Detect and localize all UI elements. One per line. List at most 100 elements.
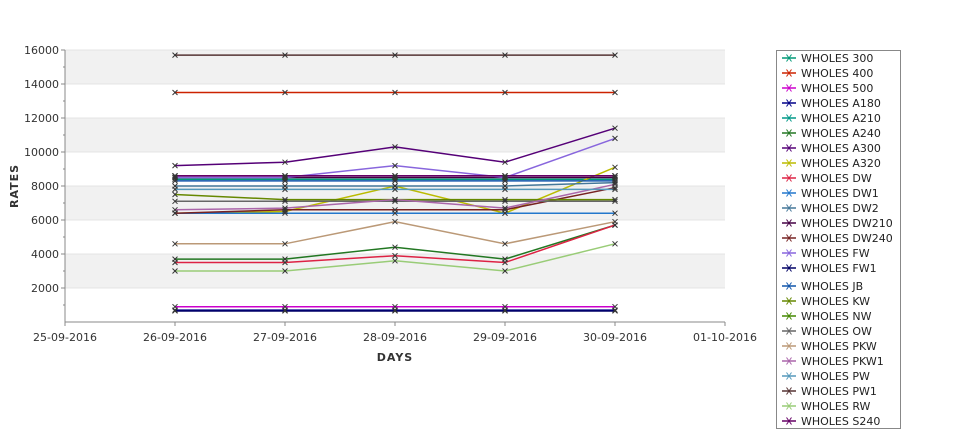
- data-point: [612, 186, 618, 193]
- data-point: [612, 308, 618, 314]
- data-point: [282, 52, 288, 58]
- data-point: [172, 240, 178, 247]
- data-point: [172, 178, 178, 184]
- legend-item: WHOLES A300: [782, 142, 881, 155]
- data-point: [282, 89, 288, 96]
- y-tick-label: 6000: [31, 214, 59, 227]
- data-point: [282, 206, 288, 213]
- legend-item: WHOLES DW240: [782, 232, 893, 245]
- data-point: [502, 196, 508, 203]
- legend-item: WHOLES FW: [782, 247, 870, 260]
- x-tick-label: 30-09-2016: [583, 331, 647, 344]
- data-point: [612, 210, 618, 217]
- legend: WHOLES 300 WHOLES 400 WHOLES 500 WHOLES A18…: [776, 50, 901, 429]
- y-tick-label: 4000: [31, 248, 59, 261]
- data-point: [172, 186, 178, 193]
- data-point: [392, 252, 398, 259]
- data-point: [502, 259, 508, 266]
- data-point: [392, 257, 398, 264]
- data-point: [502, 172, 508, 179]
- legend-item: WHOLES OW: [782, 325, 872, 338]
- legend-label: WHOLES 300: [801, 52, 873, 65]
- legend-label: WHOLES PW: [801, 370, 870, 383]
- data-point: [172, 172, 178, 179]
- data-point: [612, 52, 618, 58]
- x-tick-label: 01-10-2016: [693, 331, 757, 344]
- legend-label: WHOLES A210: [801, 112, 881, 125]
- data-point: [502, 186, 508, 193]
- plot-band: [65, 220, 725, 254]
- legend-label: WHOLES DW2: [801, 202, 879, 215]
- legend-label: WHOLES DW240: [801, 232, 893, 245]
- data-point: [392, 186, 398, 193]
- data-point: [392, 196, 398, 203]
- data-point: [392, 89, 398, 96]
- legend-item: WHOLES JB: [782, 280, 863, 293]
- data-point: [612, 89, 618, 96]
- legend-item: WHOLES KW: [782, 295, 870, 308]
- data-point: [612, 196, 618, 203]
- y-tick-label: 12000: [24, 112, 59, 125]
- data-point: [612, 181, 618, 188]
- y-tick-label: 16000: [24, 44, 59, 57]
- x-axis-title: DAYS: [377, 351, 413, 364]
- legend-label: WHOLES PW1: [801, 385, 877, 398]
- data-point: [392, 206, 398, 213]
- legend-item: WHOLES NW: [782, 310, 872, 323]
- data-point: [612, 179, 618, 186]
- y-axis-title: RATES: [8, 164, 21, 208]
- legend-label: WHOLES PKW1: [801, 355, 884, 368]
- legend-item: WHOLES PKW1: [782, 355, 884, 368]
- plot-band: [65, 288, 725, 322]
- data-point: [502, 307, 508, 313]
- data-point: [282, 172, 288, 179]
- data-point: [392, 198, 398, 205]
- data-point: [612, 198, 618, 205]
- data-point: [502, 308, 508, 314]
- data-point: [502, 52, 508, 58]
- data-point: [172, 259, 178, 266]
- data-point: [172, 308, 178, 314]
- y-tick-label: 8000: [31, 180, 59, 193]
- legend-label: WHOLES FW1: [801, 262, 877, 275]
- data-point: [172, 191, 178, 198]
- plot-band: [65, 254, 725, 288]
- data-point: [282, 240, 288, 247]
- legend-item: WHOLES PKW: [782, 340, 877, 353]
- legend-label: WHOLES A320: [801, 157, 881, 170]
- data-point: [502, 205, 508, 211]
- data-point: [612, 164, 618, 171]
- x-tick-label: 28-09-2016: [363, 331, 427, 344]
- y-tick-label: 2000: [31, 282, 59, 295]
- legend-item: WHOLES DW210: [782, 217, 893, 230]
- data-point: [282, 308, 288, 314]
- data-point: [282, 178, 288, 184]
- x-axis-ticks: 25-09-2016 26-09-2016 27-09-2016 28-09-2016…: [33, 322, 757, 344]
- legend-item: WHOLES DW: [782, 172, 872, 185]
- data-point: [502, 240, 508, 247]
- legend-label: WHOLES RW: [801, 400, 871, 413]
- legend-item: WHOLES A240: [782, 127, 881, 140]
- data-point: [392, 308, 398, 314]
- data-point: [392, 52, 398, 58]
- data-point: [392, 162, 398, 169]
- legend-item: WHOLES A180: [782, 97, 881, 110]
- data-point: [612, 307, 618, 313]
- legend-item: WHOLES DW2: [782, 202, 879, 215]
- legend-label: WHOLES DW1: [801, 187, 879, 200]
- data-point: [612, 218, 618, 225]
- data-point: [172, 52, 178, 58]
- data-point: [282, 205, 288, 211]
- data-point: [612, 240, 618, 247]
- plot-band: [65, 186, 725, 220]
- legend-item: WHOLES S240: [782, 415, 880, 428]
- legend-label: WHOLES DW210: [801, 217, 893, 230]
- data-point: [502, 159, 508, 166]
- data-point: [392, 244, 398, 251]
- legend-label: WHOLES A240: [801, 127, 881, 140]
- plot-band: [65, 84, 725, 118]
- x-tick-label: 29-09-2016: [473, 331, 537, 344]
- legend-box: [776, 50, 901, 429]
- y-tick-label: 10000: [24, 146, 59, 159]
